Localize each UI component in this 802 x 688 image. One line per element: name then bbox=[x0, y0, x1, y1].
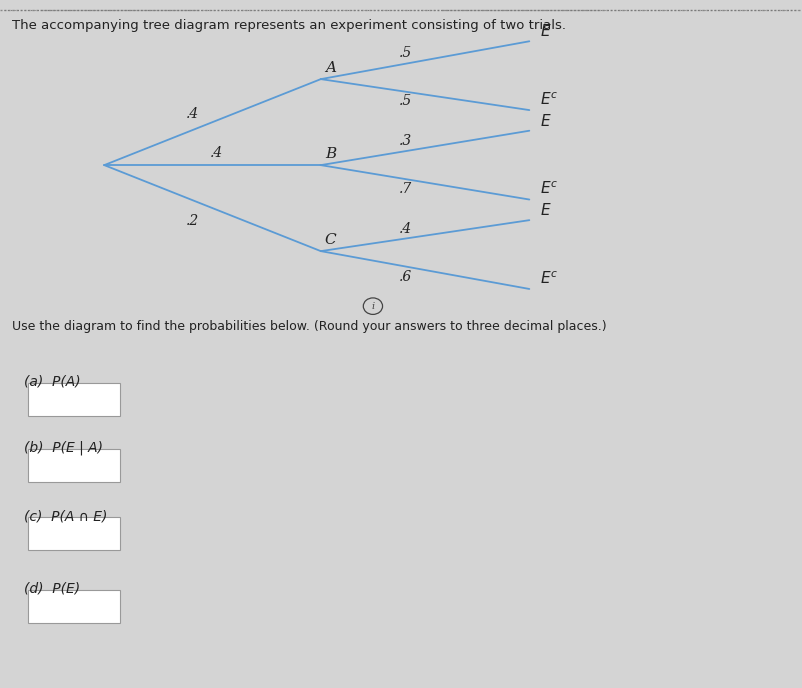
Text: .4: .4 bbox=[399, 222, 411, 236]
Text: .6: .6 bbox=[399, 270, 411, 284]
Text: Use the diagram to find the probabilities below. (Round your answers to three de: Use the diagram to find the probabilitie… bbox=[12, 320, 606, 333]
Text: (d)  P(E): (d) P(E) bbox=[24, 581, 80, 595]
Text: $E$: $E$ bbox=[540, 202, 551, 218]
Text: (c)  P(A ∩ E): (c) P(A ∩ E) bbox=[24, 509, 107, 523]
FancyBboxPatch shape bbox=[28, 383, 120, 416]
Text: $E^c$: $E^c$ bbox=[540, 270, 558, 287]
Text: .4: .4 bbox=[210, 146, 223, 160]
FancyBboxPatch shape bbox=[28, 449, 120, 482]
Text: $E$: $E$ bbox=[540, 23, 551, 39]
Text: .4: .4 bbox=[186, 107, 199, 121]
Text: .5: .5 bbox=[399, 94, 411, 109]
Text: The accompanying tree diagram represents an experiment consisting of two trials.: The accompanying tree diagram represents… bbox=[12, 19, 566, 32]
Text: i: i bbox=[371, 301, 375, 311]
Text: B: B bbox=[325, 147, 336, 161]
Text: (a)  P(A): (a) P(A) bbox=[24, 375, 81, 389]
Text: $E^c$: $E^c$ bbox=[540, 92, 558, 108]
Text: .7: .7 bbox=[399, 182, 411, 196]
Text: A: A bbox=[325, 61, 336, 75]
FancyBboxPatch shape bbox=[28, 517, 120, 550]
Text: $E$: $E$ bbox=[540, 113, 551, 129]
Text: .3: .3 bbox=[399, 134, 411, 148]
FancyBboxPatch shape bbox=[28, 590, 120, 623]
Text: (b)  P(E | A): (b) P(E | A) bbox=[24, 440, 103, 455]
Text: C: C bbox=[325, 233, 336, 247]
Text: .2: .2 bbox=[186, 213, 199, 228]
Text: $E^c$: $E^c$ bbox=[540, 181, 558, 197]
Text: .5: .5 bbox=[399, 46, 411, 61]
